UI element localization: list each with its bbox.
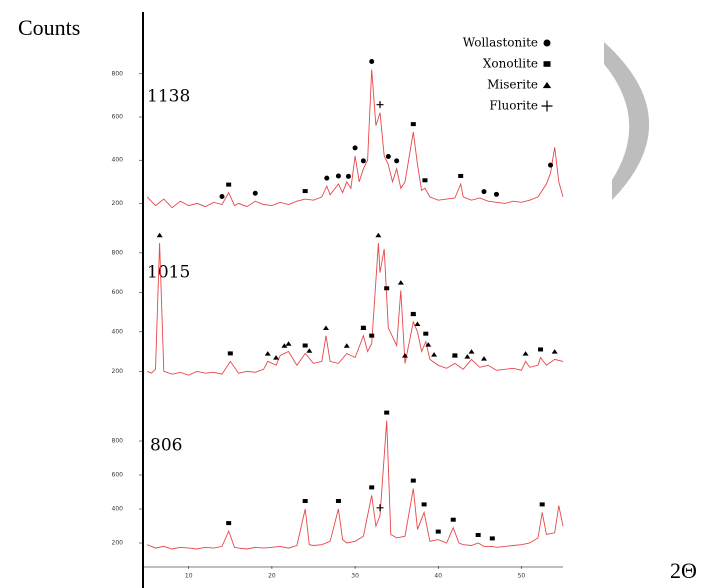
marker-square (423, 331, 429, 336)
legend-label: Miserite (487, 78, 538, 92)
marker-triangle (480, 356, 487, 361)
marker-square (302, 189, 308, 194)
tick: 400 (112, 157, 124, 164)
marker-square (369, 333, 375, 338)
tick: 400 (112, 328, 124, 335)
tick: 600 (112, 289, 124, 296)
tick: 800 (112, 249, 124, 256)
tick: 600 (112, 472, 124, 479)
tick: 200 (112, 540, 124, 547)
tick: 10 (185, 573, 193, 580)
sample-label: 1015 (147, 263, 190, 283)
marker-square (539, 502, 545, 507)
marker-triangle (360, 325, 367, 330)
marker-circle (385, 154, 391, 160)
y-label: Counts (18, 15, 80, 40)
marker-circle (360, 158, 366, 164)
tick: 400 (112, 506, 124, 513)
decor-arc (604, 42, 650, 200)
marker-triangle (551, 349, 558, 354)
marker-square (421, 502, 427, 507)
sample-label: 806 (150, 436, 182, 456)
tick: 200 (112, 368, 124, 375)
marker-triangle (425, 342, 432, 347)
marker-circle (324, 175, 330, 181)
tick: 30 (351, 573, 359, 580)
marker-square (489, 536, 495, 541)
marker-triangle (451, 353, 458, 358)
marker-square (422, 178, 428, 183)
tick: 800 (112, 70, 124, 77)
marker-circle (345, 173, 351, 179)
tick: 50 (518, 573, 526, 580)
marker-square (410, 478, 416, 483)
marker-triangle (414, 321, 421, 327)
marker-square (410, 122, 416, 127)
marker-triangle (306, 348, 313, 353)
marker-square (458, 173, 464, 178)
marker-circle (394, 158, 400, 164)
xrd-line (147, 242, 564, 376)
tick: 200 (112, 200, 124, 207)
marker-circle (219, 193, 225, 199)
marker-square (369, 485, 375, 490)
tick: 40 (434, 573, 442, 580)
xrd-line (147, 420, 564, 550)
marker-triangle (464, 354, 471, 359)
marker-square (335, 499, 341, 503)
marker-triangle (273, 355, 280, 360)
marker-triangle (281, 343, 288, 348)
legend-symbol (542, 81, 552, 89)
legend-label: Fluorite (489, 99, 538, 113)
legend-label: Xonotlite (483, 57, 538, 71)
marker-triangle (343, 343, 350, 348)
tick: 600 (112, 114, 124, 121)
marker-circle (548, 162, 554, 168)
marker-triangle (156, 232, 163, 238)
marker-square (538, 347, 544, 352)
x-label: 2Θ (670, 558, 697, 583)
marker-square (384, 410, 390, 415)
marker-circle (252, 190, 258, 196)
marker-triangle (264, 351, 271, 356)
marker-triangle (431, 352, 438, 357)
xrd-line (146, 69, 564, 209)
marker-square (226, 521, 232, 526)
marker-triangle (285, 341, 292, 346)
marker-triangle (322, 325, 329, 330)
marker-square (475, 533, 481, 537)
marker-triangle (397, 280, 404, 285)
marker-circle (493, 191, 499, 197)
marker-triangle (522, 351, 529, 356)
marker-plus (376, 101, 384, 109)
marker-circle (352, 145, 358, 151)
legend-symbol (541, 100, 553, 112)
legend-symbol (543, 39, 551, 47)
marker-circle (335, 173, 341, 179)
legend-label: Wollastonite (463, 36, 538, 50)
tick: 20 (268, 573, 276, 580)
marker-triangle (468, 349, 475, 354)
marker-triangle (410, 311, 417, 317)
marker-circle (481, 189, 487, 195)
marker-triangle (401, 353, 408, 358)
marker-square (450, 517, 456, 522)
legend-symbol (543, 61, 551, 67)
marker-square (384, 286, 390, 291)
marker-square (227, 351, 233, 356)
marker-circle (369, 58, 375, 64)
marker-triangle (375, 232, 382, 238)
sample-label: 1138 (147, 87, 190, 107)
marker-square (302, 343, 308, 348)
marker-square (226, 182, 232, 187)
marker-square (435, 529, 441, 534)
marker-plus (376, 504, 384, 512)
marker-square (302, 499, 308, 503)
tick: 800 (112, 438, 124, 445)
